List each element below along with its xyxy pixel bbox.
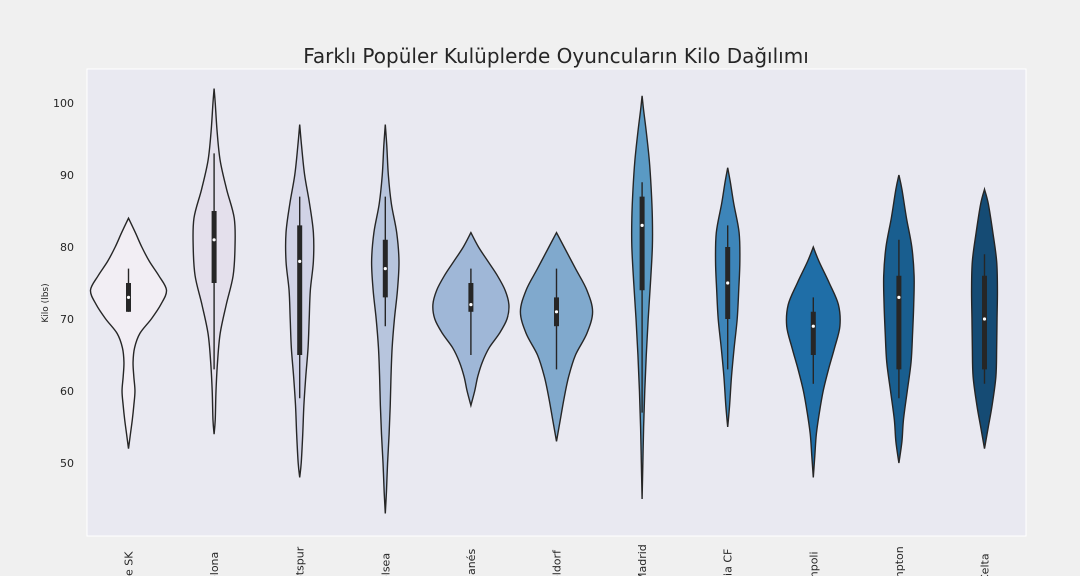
x-tick-label: elona (208, 552, 221, 576)
chart-title: Farklı Popüler Kulüplerde Oyuncuların Ki… (303, 44, 809, 68)
x-tick-label: eldorf (551, 549, 564, 576)
violin-median (212, 238, 216, 242)
x-tick-label: Celta (979, 553, 992, 576)
violin (714, 167, 741, 428)
violin-median (126, 295, 131, 299)
y-tick-label: 70 (60, 313, 74, 326)
y-tick-label: 80 (60, 241, 74, 254)
violin-median (726, 281, 730, 285)
violin-median (554, 310, 559, 314)
y-tick-label: 90 (60, 169, 74, 182)
violin-median (469, 303, 473, 307)
violin (970, 186, 999, 449)
x-tick-label: ce SK (123, 551, 136, 576)
y-tick-label: 60 (60, 385, 74, 398)
y-axis-label: Kilo (lbs) (41, 283, 51, 322)
violin (192, 88, 236, 435)
violin (370, 124, 400, 514)
violin-median (982, 317, 987, 321)
violin (519, 231, 594, 442)
violin (432, 231, 510, 409)
x-tick-label: cia CF (722, 549, 735, 576)
x-tick-labels: ce SK elona otspur elsea ganés eldorf Madrid ci… (123, 544, 992, 576)
violin (284, 124, 315, 478)
violin-median (383, 267, 387, 271)
violin (630, 95, 654, 500)
x-tick-label: otspur (294, 546, 307, 576)
violin-median (811, 324, 815, 328)
violin-median (298, 259, 302, 263)
violin-median (897, 295, 901, 299)
x-tick-label: ganés (465, 549, 478, 576)
violin (89, 216, 168, 449)
x-tick-label: mpoli (807, 551, 820, 576)
y-tick-label: 100 (53, 97, 74, 110)
y-tick-label: 50 (60, 457, 74, 470)
violin (785, 245, 841, 478)
x-tick-label: Madrid (636, 544, 649, 576)
violins (89, 88, 999, 514)
violin-median (640, 223, 644, 227)
x-tick-label: mpton (893, 546, 906, 576)
violin-body (89, 216, 168, 449)
y-tick-labels: 50 60 70 80 90 100 (53, 97, 74, 470)
violin (882, 174, 915, 464)
x-tick-label: elsea (379, 553, 392, 576)
